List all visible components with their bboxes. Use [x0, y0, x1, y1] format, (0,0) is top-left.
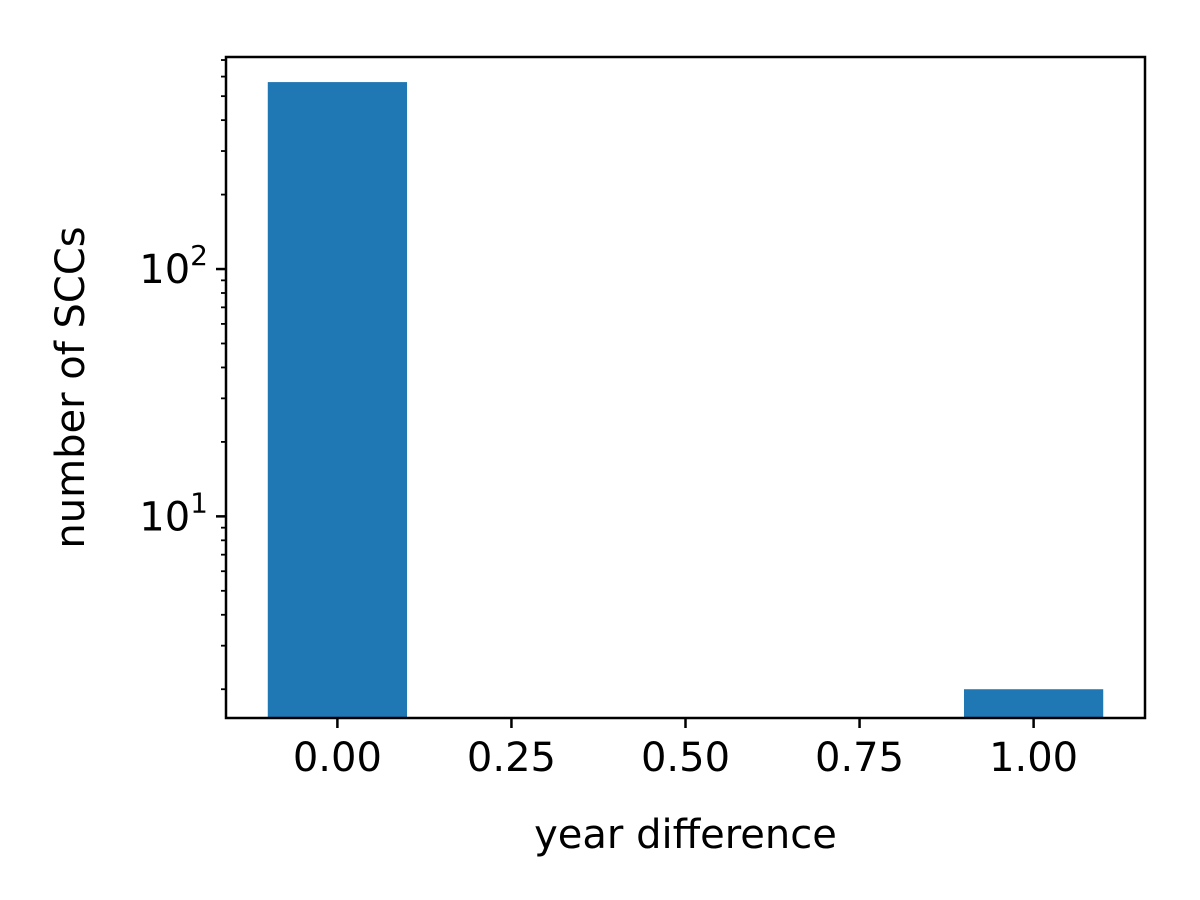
- bar: [963, 689, 1104, 718]
- x-tick-label: 0.50: [641, 735, 730, 781]
- x-tick-label: 0.00: [293, 735, 382, 781]
- y-ticks-group: 101 102: [139, 59, 226, 691]
- x-tick-label: 0.75: [815, 735, 904, 781]
- x-ticks-group: 0.00 0.25 0.50 0.75 1.00: [293, 718, 1078, 781]
- x-axis-label: year difference: [534, 812, 837, 858]
- x-tick-label: 0.25: [467, 735, 556, 781]
- y-tick-label: 102: [139, 239, 208, 293]
- bar: [267, 82, 408, 719]
- plot-frame: [224, 55, 1147, 720]
- y-tick-label: 101: [139, 486, 208, 540]
- x-tick-label: 1.00: [989, 735, 1078, 781]
- bars-group: [267, 82, 1104, 719]
- y-axis-label: number of SCCs: [48, 226, 94, 548]
